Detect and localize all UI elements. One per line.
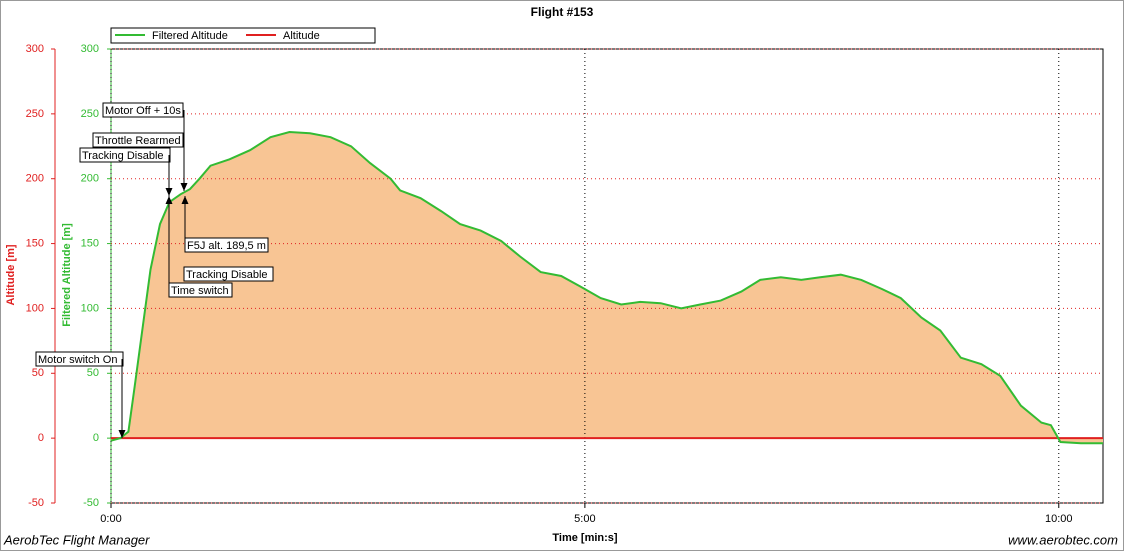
footer-left: AerobTec Flight Manager xyxy=(3,532,150,547)
x-axis-label: Time [min:s] xyxy=(552,532,618,544)
annotation: Time switch xyxy=(171,285,229,297)
annotation-box xyxy=(102,102,184,118)
arrow-head xyxy=(165,188,173,196)
y2-axis-label: Filtered Altitude [m] xyxy=(61,223,73,327)
y-tick-label: 100 xyxy=(26,302,44,314)
y2-tick-label: 150 xyxy=(81,237,99,249)
legend-label: Filtered Altitude xyxy=(152,30,228,42)
annotation: Throttle Rearmed xyxy=(95,135,181,147)
annotation-box xyxy=(35,351,124,367)
y-tick-label: 150 xyxy=(26,237,44,249)
y-tick-label: 200 xyxy=(26,173,44,185)
y2-tick-label: 100 xyxy=(81,302,99,314)
y2-tick-label: 50 xyxy=(87,367,99,379)
y-tick-label: 50 xyxy=(32,367,44,379)
y2-tick-label: -50 xyxy=(83,497,99,509)
annotation-box xyxy=(79,147,171,163)
annotation-box xyxy=(183,266,274,282)
annotation: Tracking Disable xyxy=(82,150,164,162)
annotation-box xyxy=(92,132,184,148)
y2-tick-label: 0 xyxy=(93,432,99,444)
annotation: Motor switch On xyxy=(38,354,117,366)
arrow-head xyxy=(180,183,188,191)
annotation: Motor Off + 10s xyxy=(105,105,181,117)
annotation: Tracking Disable xyxy=(186,269,268,281)
chart-title: Flight #153 xyxy=(531,5,594,19)
x-tick-label: 0:00 xyxy=(100,513,121,525)
x-tick-label: 10:00 xyxy=(1045,513,1073,525)
y-tick-label: 300 xyxy=(26,43,44,55)
legend xyxy=(110,27,376,44)
y2-tick-label: 300 xyxy=(81,43,99,55)
area xyxy=(111,132,1103,444)
y2-tick-label: 250 xyxy=(81,108,99,120)
annotation: F5J alt. 189,5 m xyxy=(187,240,266,252)
y-tick-label: 0 xyxy=(38,432,44,444)
y-axis-label: Altitude [m] xyxy=(5,244,17,305)
arrow-head xyxy=(118,430,126,438)
line xyxy=(110,130,1103,445)
x-tick-label: 5:00 xyxy=(574,513,595,525)
y-tick-label: -50 xyxy=(28,497,44,509)
footer-right: www.aerobtec.com xyxy=(1008,532,1118,547)
y2-tick-label: 200 xyxy=(81,173,99,185)
arrow-head xyxy=(165,196,173,204)
y-tick-label: 250 xyxy=(26,108,44,120)
arrow-head xyxy=(181,196,189,204)
legend-label: Altitude xyxy=(283,30,320,42)
